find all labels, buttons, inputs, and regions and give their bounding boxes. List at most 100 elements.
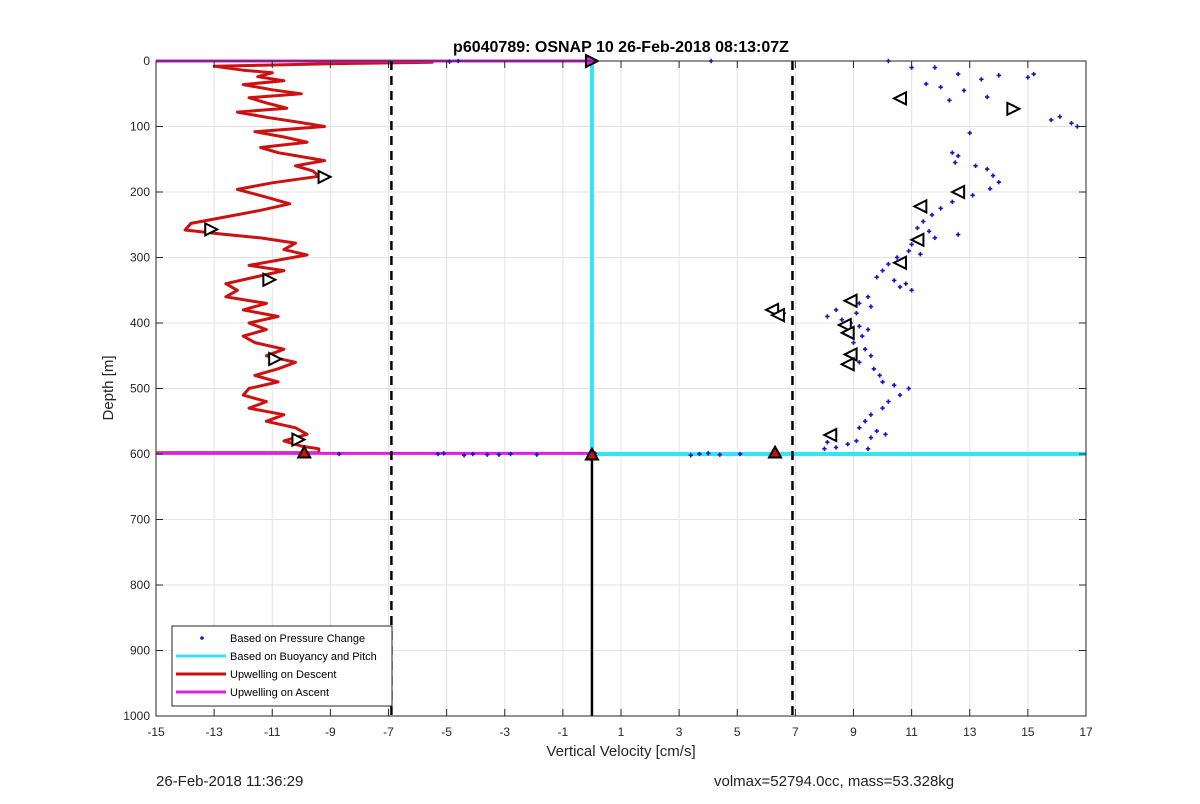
y-tick-label: 400 xyxy=(130,316,150,330)
pressure-change-point xyxy=(932,235,938,241)
marker-triangle-up xyxy=(584,446,600,461)
pressure-change-point xyxy=(955,232,961,237)
y-tick-label: 1000 xyxy=(123,709,150,723)
x-tick-label: 11 xyxy=(905,725,918,739)
x-tick-label: 5 xyxy=(734,725,741,739)
y-tick-label: 500 xyxy=(130,382,150,396)
pressure-change-point xyxy=(1025,75,1031,80)
pressure-change-point xyxy=(877,373,882,378)
pressure-change-point xyxy=(886,261,891,267)
pressure-change-point xyxy=(938,206,943,211)
pressure-change-point xyxy=(894,255,900,260)
x-axis-label: Vertical Velocity [cm/s] xyxy=(546,743,695,760)
x-tick-label: -13 xyxy=(205,725,223,739)
pressure-change-point xyxy=(833,445,839,450)
pressure-change-point xyxy=(883,432,888,437)
pressure-change-point xyxy=(938,85,943,90)
legend-label: Upwelling on Descent xyxy=(230,669,336,681)
marker-triangle-left xyxy=(891,255,907,271)
pressure-change-point xyxy=(979,77,984,82)
pressure-change-point xyxy=(1057,114,1063,119)
pressure-change-point xyxy=(461,453,467,458)
marker-triangle-left xyxy=(839,356,855,372)
pressure-change-point xyxy=(854,310,859,316)
pressure-change-point xyxy=(705,451,711,456)
pressure-change-point xyxy=(857,360,862,365)
pressure-change-point xyxy=(987,186,993,191)
pressure-change-point xyxy=(688,453,693,458)
pressure-change-point xyxy=(534,452,539,457)
axis-ticks: -15 -13 -11 -9 -7 -5 -3 -1 1 3 5 7 9 11 13 15 1701002003… xyxy=(123,54,1093,739)
x-tick-label: 15 xyxy=(1021,725,1035,739)
pressure-change-point xyxy=(915,225,920,231)
marker-triangle-left xyxy=(822,427,838,443)
pressure-change-point xyxy=(839,317,845,322)
marker-triangle-up xyxy=(296,444,312,459)
marker-triangle-right xyxy=(204,221,220,237)
pressure-change-point xyxy=(441,451,446,456)
marker-triangle-left xyxy=(909,232,925,248)
marker-triangle-right xyxy=(268,351,284,367)
pressure-change-point xyxy=(825,440,830,445)
pressure-change-point xyxy=(1031,71,1036,77)
pressure-change-point xyxy=(880,379,885,385)
pressure-change-point xyxy=(845,441,850,447)
y-tick-label: 700 xyxy=(130,513,150,527)
pressure-change-point xyxy=(485,452,490,457)
pressure-change-point xyxy=(880,405,885,411)
pressure-change-point xyxy=(851,340,856,345)
pressure-change-point xyxy=(909,242,914,247)
footer-volmax-mass: volmax=52794.0cc, mass=53.328kg xyxy=(714,773,955,790)
legend-symbol-dot xyxy=(200,636,204,640)
pressure-change-point xyxy=(737,451,743,457)
pressure-change-point xyxy=(874,274,879,280)
legend: Based on Pressure Change Based on Buoyanc… xyxy=(171,625,393,707)
legend-label: Upwelling on Ascent xyxy=(230,687,329,699)
x-tick-label: 9 xyxy=(850,725,857,739)
marker-triangle-left xyxy=(842,293,858,309)
pressure-change-point xyxy=(897,284,903,290)
pressure-change-point xyxy=(906,248,911,254)
x-tick-label: 3 xyxy=(676,725,683,739)
pressure-change-point xyxy=(967,130,972,136)
pressure-change-point xyxy=(886,399,891,404)
marker-triangle-right xyxy=(1006,101,1022,117)
marker-triangle-left xyxy=(891,90,907,106)
pressure-change-point xyxy=(857,425,862,430)
pressure-change-point xyxy=(891,383,897,388)
pressure-change-point xyxy=(955,71,961,77)
pressure-change-point xyxy=(970,193,975,198)
marker-triangle-left xyxy=(836,317,852,333)
pressure-change-point xyxy=(906,386,911,391)
pressure-change-point xyxy=(865,446,871,451)
pressure-change-point xyxy=(950,150,955,155)
pressure-change-point xyxy=(996,73,1002,78)
pressure-change-point xyxy=(854,438,859,444)
y-tick-label: 300 xyxy=(130,251,150,265)
x-tick-label: -15 xyxy=(147,725,165,739)
pressure-change-point xyxy=(923,81,929,87)
pressure-change-point xyxy=(868,304,874,309)
legend-label: Based on Buoyancy and Pitch xyxy=(230,651,377,663)
pressure-change-point xyxy=(496,452,502,457)
pressure-change-point xyxy=(880,268,885,273)
pressure-change-point xyxy=(508,451,513,457)
pressure-change-point xyxy=(857,324,862,329)
pressure-change-point xyxy=(862,419,868,424)
pressure-change-point xyxy=(990,173,996,178)
pressure-change-point xyxy=(955,153,961,159)
pressure-change-point xyxy=(717,452,723,457)
x-tick-label: -11 xyxy=(264,725,281,739)
pressure-change-point xyxy=(865,294,871,299)
x-tick-label: 7 xyxy=(792,725,799,739)
x-tick-label: -1 xyxy=(558,725,569,739)
pressure-change-point xyxy=(903,281,909,286)
y-tick-label: 600 xyxy=(130,447,150,461)
pressure-change-point xyxy=(973,163,978,168)
x-tick-label: -7 xyxy=(383,725,394,739)
marker-triangle-left xyxy=(839,325,855,341)
x-tick-label: -3 xyxy=(499,725,510,739)
x-tick-label: -9 xyxy=(325,725,336,739)
pressure-change-point xyxy=(868,435,874,440)
